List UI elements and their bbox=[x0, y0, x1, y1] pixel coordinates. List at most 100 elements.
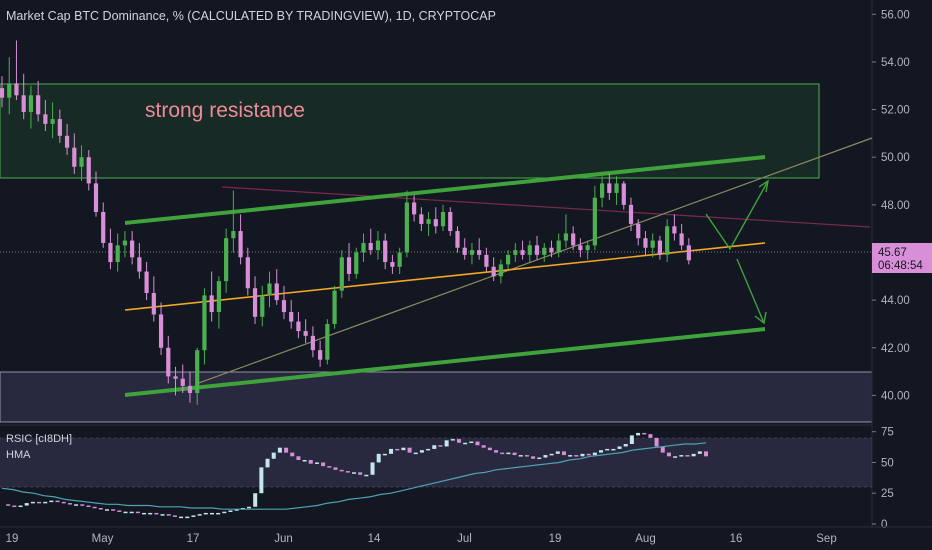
rsi-bar bbox=[444, 440, 449, 447]
rsi-bar bbox=[209, 512, 214, 515]
candle-body bbox=[592, 197, 597, 246]
rsi-bar bbox=[549, 453, 554, 456]
candle-body bbox=[166, 347, 171, 377]
rsi-bar bbox=[623, 444, 628, 447]
rsi-bar bbox=[67, 503, 72, 505]
candle-body bbox=[527, 245, 532, 255]
candle-body bbox=[216, 281, 221, 313]
candle-body bbox=[390, 262, 395, 267]
rsi-bar bbox=[382, 453, 387, 456]
rsi-bar bbox=[481, 445, 486, 448]
time-tick-label: Jul bbox=[457, 533, 472, 545]
rsi-bar bbox=[512, 452, 517, 456]
price-tick-label: 40.00 bbox=[881, 390, 910, 402]
rsi-bar bbox=[537, 457, 542, 460]
rsi-bar bbox=[679, 455, 684, 457]
rsi-bar bbox=[487, 447, 492, 451]
candle-body bbox=[21, 95, 26, 112]
rsi-bar bbox=[49, 500, 54, 503]
rsi-bar bbox=[426, 448, 431, 451]
price-axis: 40.0042.0044.0046.0048.0050.0052.0054.00… bbox=[872, 9, 910, 402]
hma-legend-label: HMA bbox=[6, 449, 31, 461]
candle-body bbox=[93, 183, 99, 212]
rsi-bar bbox=[617, 446, 622, 449]
candle-body bbox=[86, 157, 91, 184]
candle-body bbox=[209, 295, 214, 313]
arrow-down-shaft bbox=[736, 258, 765, 324]
rsi-bar bbox=[129, 511, 134, 514]
candle-body bbox=[151, 292, 156, 315]
candle-body bbox=[462, 247, 467, 255]
candle-body bbox=[296, 321, 301, 332]
time-tick-label: May bbox=[92, 533, 114, 545]
last-price-tag: 45.67 06:48:54 bbox=[872, 243, 932, 273]
rsi-bar bbox=[197, 514, 202, 516]
rsi-bar bbox=[314, 462, 319, 464]
candle-body bbox=[289, 312, 294, 322]
candle-body bbox=[43, 114, 48, 124]
last-price-tag-background bbox=[872, 243, 932, 273]
chart-title: Market Cap BTC Dominance, % (CALCULATED … bbox=[6, 9, 496, 23]
candle-body bbox=[498, 264, 503, 277]
rsi-bar bbox=[407, 447, 412, 453]
rsi-bar bbox=[154, 512, 159, 515]
rsi-bar bbox=[296, 456, 301, 460]
price-tick-label: 50.00 bbox=[881, 152, 910, 164]
candle-body bbox=[513, 250, 518, 255]
rsi-bar bbox=[55, 500, 60, 503]
rsi-bar bbox=[271, 452, 276, 459]
arrow-down-head bbox=[754, 311, 767, 325]
rsi-bar bbox=[6, 504, 11, 506]
rsi-bar bbox=[92, 506, 97, 509]
rsi-bar bbox=[469, 441, 474, 444]
rsi-bar bbox=[24, 503, 29, 506]
candle-body bbox=[542, 247, 547, 255]
rsi-bar bbox=[419, 450, 424, 453]
resistance-zone bbox=[0, 83, 820, 179]
candle-body bbox=[130, 240, 135, 258]
rsi-bar bbox=[265, 458, 270, 468]
rsi-bar bbox=[456, 439, 461, 443]
candle-body bbox=[14, 83, 19, 96]
time-tick-label: Sep bbox=[816, 533, 836, 545]
candle-body bbox=[202, 295, 207, 351]
rsi-bar bbox=[450, 439, 455, 441]
rsi-bar bbox=[333, 467, 338, 470]
candle-body bbox=[455, 231, 460, 248]
rsi-bar bbox=[574, 455, 579, 457]
candle-body bbox=[187, 385, 193, 394]
last-price-value: 45.67 bbox=[878, 247, 907, 259]
price-tick-label: 48.00 bbox=[881, 200, 910, 212]
rsi-bar bbox=[247, 506, 252, 509]
candle-body bbox=[621, 183, 626, 205]
rsi-bar bbox=[277, 447, 282, 453]
rsi-bar bbox=[135, 511, 140, 514]
rsi-bar bbox=[339, 469, 344, 472]
rsi-bar bbox=[654, 437, 659, 447]
candle-body bbox=[281, 300, 287, 313]
rsi-bar bbox=[86, 505, 91, 508]
rsi-bar bbox=[80, 504, 85, 506]
candle-body bbox=[419, 214, 424, 224]
candle-body bbox=[325, 323, 330, 360]
candle-body bbox=[252, 288, 258, 317]
rsi-bar bbox=[358, 472, 363, 475]
candle-body bbox=[339, 257, 344, 291]
rsi-bar bbox=[61, 501, 66, 504]
candle-body bbox=[180, 378, 185, 386]
time-tick-label: 19 bbox=[6, 533, 19, 545]
upper-channel-line bbox=[124, 155, 766, 225]
rsi-bar bbox=[191, 515, 196, 517]
candle-body bbox=[332, 290, 337, 324]
candle-body bbox=[361, 242, 366, 253]
candle-body bbox=[614, 183, 619, 193]
rsi-bar bbox=[111, 509, 116, 511]
candle-body bbox=[643, 238, 648, 248]
candle-body bbox=[506, 254, 511, 265]
candle-body bbox=[354, 252, 359, 274]
price-tick-label: 42.00 bbox=[881, 343, 910, 355]
time-axis: 19 May 17 Jun 14 Jul 19 Aug 16 Sep bbox=[6, 533, 837, 545]
candle-body bbox=[657, 240, 663, 255]
rsi-bar bbox=[580, 453, 585, 457]
